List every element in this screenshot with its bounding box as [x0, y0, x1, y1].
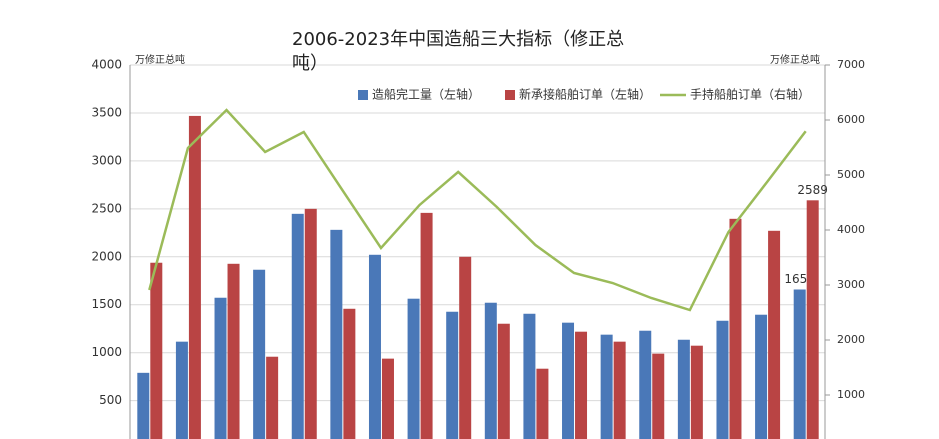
y-axis-label: 万修正总吨	[135, 53, 185, 66]
bar	[381, 358, 394, 439]
data-label: 2589	[797, 183, 828, 197]
bar	[446, 311, 459, 439]
y-tick-label: 3000	[91, 153, 122, 167]
y2-tick-label: 2000	[837, 333, 865, 346]
legend-label: 造船完工量（左轴）	[372, 87, 480, 102]
legend-box	[345, 82, 815, 108]
y2-tick-label: 7000	[837, 58, 865, 71]
bar	[729, 218, 742, 439]
y-tick-label: 2500	[91, 201, 122, 215]
y2-axis-label: 万修正总吨	[770, 53, 820, 66]
y2-tick-label: 3000	[837, 278, 865, 291]
bar	[690, 345, 703, 439]
legend-swatch	[505, 90, 515, 100]
bar	[716, 320, 729, 439]
bar	[407, 298, 420, 439]
bar	[523, 313, 536, 439]
bar	[652, 353, 665, 439]
legend-swatch	[358, 90, 368, 100]
legend-label: 手持船舶订单（右轴）	[690, 87, 810, 102]
legend: 造船完工量（左轴） 新承接船舶订单（左轴） 手持船舶订单（右轴）	[345, 82, 815, 108]
y-tick-label: 1500	[91, 297, 122, 311]
bar	[806, 200, 819, 439]
bar	[536, 368, 549, 439]
y-tick-label: 4000	[91, 58, 122, 72]
chart-title: 2006-2023年中国造船三大指标（修正总吨）	[292, 29, 625, 74]
y2-tick-label: 1000	[837, 388, 865, 401]
bar	[150, 262, 163, 439]
bar	[459, 256, 472, 439]
bar	[227, 263, 240, 439]
bar	[497, 323, 510, 439]
bar	[484, 302, 497, 439]
bar	[562, 322, 575, 439]
bar	[600, 334, 613, 439]
bar	[613, 341, 626, 439]
bar	[266, 356, 279, 439]
line	[148, 108, 807, 312]
bar	[253, 269, 266, 439]
bar	[755, 314, 768, 439]
y-tick-label: 3500	[91, 105, 122, 119]
bar	[137, 372, 150, 439]
bar	[768, 230, 781, 439]
bar	[214, 297, 227, 439]
legend-label: 新承接船舶订单（左轴）	[519, 87, 651, 102]
bar	[420, 212, 433, 439]
bar	[330, 229, 343, 439]
y2-tick-label: 5000	[837, 168, 865, 181]
bar	[188, 115, 201, 439]
y2-tick-label: 4000	[837, 223, 865, 236]
bar	[291, 213, 304, 439]
bar	[304, 208, 317, 439]
bar	[677, 339, 690, 439]
bar	[175, 341, 188, 439]
bar	[639, 330, 652, 439]
y-tick-label: 2000	[91, 249, 122, 263]
bar	[575, 331, 588, 439]
y-tick-label: 500	[99, 393, 122, 407]
bar	[793, 289, 806, 439]
y2-tick-label: 6000	[837, 113, 865, 126]
bar	[343, 308, 356, 439]
y-tick-label: 1000	[91, 345, 122, 359]
bar	[368, 254, 381, 439]
